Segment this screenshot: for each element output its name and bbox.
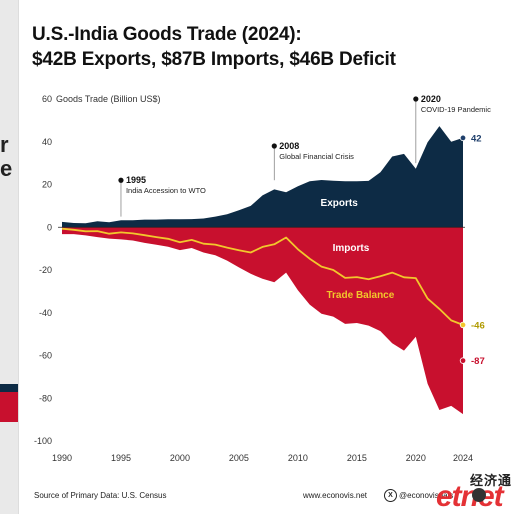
balance-end-label: -46 — [471, 320, 485, 331]
imports-area — [62, 227, 463, 415]
annotation-text: India Accession to WTO — [126, 186, 206, 195]
y-tick-label: 0 — [47, 222, 52, 232]
edge-bar — [0, 392, 22, 422]
watermark-logo: etnet — [436, 480, 504, 513]
exports-series-label: Exports — [321, 198, 359, 209]
x-tick-label: 2024 — [453, 453, 473, 463]
annotation-dot — [271, 143, 277, 149]
watermark-chinese: 经济通 — [470, 474, 513, 489]
title-line-1: U.S.-India Goods Trade (2024): — [32, 24, 302, 45]
annotation-text: Global Financial Crisis — [279, 152, 354, 161]
areas-layer — [61, 126, 464, 415]
title-line-2: $42B Exports, $87B Imports, $46B Deficit — [32, 49, 396, 70]
axes-layer: 60 40 20 0 -20 -40 -60 -80 -100 Goods Trade (Bill… — [34, 94, 473, 463]
source-note: Source of Primary Data: U.S. Census — [34, 491, 167, 500]
website-link[interactable]: www.econovis.net — [303, 491, 368, 500]
x-tick-label: 2005 — [229, 453, 249, 463]
imports-end-dot — [459, 357, 467, 364]
balance-end-dot — [459, 321, 467, 329]
imports-end-label: -87 — [471, 356, 485, 367]
balance-series-label: Trade Balance — [326, 290, 394, 301]
y-tick-label: -40 — [39, 308, 52, 318]
exports-end-label: 42 — [471, 133, 482, 144]
y-tick-label: -80 — [39, 393, 52, 403]
trade-balance-line — [61, 227, 464, 326]
edge-text-fragment: e — [0, 156, 13, 181]
y-tick-label: -100 — [34, 436, 52, 446]
y-tick-label: -60 — [39, 351, 52, 361]
x-tick-label: 1995 — [111, 453, 131, 463]
x-tick-label: 2000 — [170, 453, 190, 463]
edge-text-fragment: r — [0, 132, 9, 157]
econovis-badge-icon — [472, 488, 486, 502]
x-tick-label: 2020 — [406, 453, 426, 463]
edge-bar — [0, 384, 22, 392]
x-tick-label: 2010 — [288, 453, 308, 463]
social-handle-text: @econovisuals — [399, 491, 454, 500]
annotation-dot — [118, 177, 124, 183]
x-logo-icon: X — [384, 489, 397, 502]
imports-series-label: Imports — [333, 243, 370, 254]
exports-area — [62, 126, 463, 228]
annotation-year: 1995 — [126, 175, 146, 185]
x-tick-label: 1990 — [52, 453, 72, 463]
adjacent-page-edge: r e — [0, 0, 22, 514]
y-axis-label: Goods Trade (Billion US$) — [56, 94, 161, 104]
annotation-text: COVID-19 Pandemic — [421, 105, 491, 114]
y-tick-label: 40 — [42, 137, 52, 147]
social-handle[interactable]: X @econovisuals — [384, 489, 453, 502]
labels-layer: Exports Imports Trade Balance 42 -46 -87 — [321, 133, 485, 367]
annotation-year: 2020 — [421, 94, 441, 104]
y-tick-label: 20 — [42, 180, 52, 190]
exports-end-dot — [459, 134, 467, 142]
y-tick-label: 60 — [42, 94, 52, 104]
annotation-dot — [413, 96, 419, 102]
y-tick-label: -20 — [39, 265, 52, 275]
annotation-year: 2008 — [279, 141, 299, 151]
chart-title: U.S.-India Goods Trade (2024): $42B Expo… — [32, 22, 502, 72]
x-tick-label: 2015 — [347, 453, 367, 463]
